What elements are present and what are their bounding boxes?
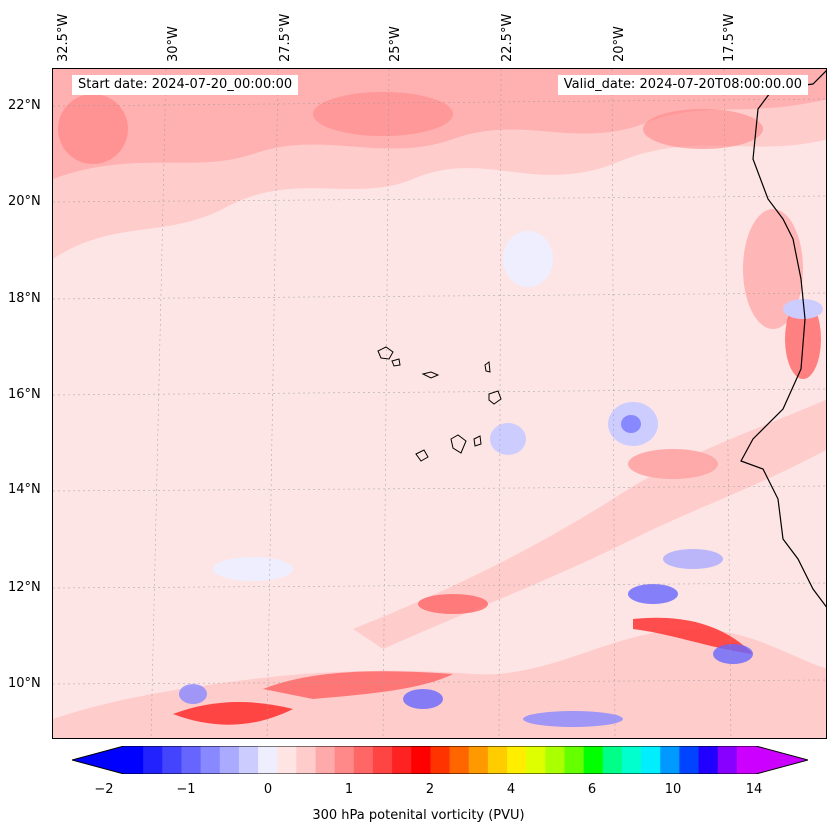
low-pv-patch	[783, 299, 823, 319]
colorbar-segment	[277, 746, 297, 774]
south-low-pv	[523, 711, 623, 727]
colorbar-segment	[526, 746, 546, 774]
low-pv-patch	[621, 415, 641, 433]
cape-verde-islands	[377, 346, 502, 462]
colorbar-segment	[334, 746, 355, 774]
diagonal-pv-blob	[628, 449, 718, 479]
colorbar-segment	[315, 746, 336, 774]
colorbar-segment	[564, 746, 585, 774]
colorbar-segment	[411, 746, 431, 774]
south-low-pv	[713, 644, 753, 664]
vorticity-field	[53, 69, 826, 738]
lon-label-27-5w: 27.5°W	[278, 13, 293, 62]
south-pv-max	[263, 671, 453, 699]
colorbar-segment	[296, 746, 317, 774]
colorbar-segment	[392, 746, 412, 774]
colorbar-tick: 4	[506, 782, 516, 797]
low-pv-patch	[213, 557, 293, 581]
lon-label-30w: 30°W	[166, 26, 181, 62]
colorbar-tick: 10	[664, 782, 682, 797]
colorbar-tick: −1	[176, 782, 196, 797]
south-low-pv	[403, 689, 443, 709]
lon-label-32-5w: 32.5°W	[56, 13, 71, 62]
colorbar-segment	[181, 746, 202, 774]
south-low-pv	[663, 549, 723, 569]
colorbar-segment	[698, 746, 719, 774]
south-pv-max	[173, 702, 293, 725]
low-pv-patch	[490, 423, 526, 455]
valid-date-label: Valid_date: 2024-07-20T08:00:00.00	[557, 75, 808, 95]
colorbar-svg	[70, 745, 810, 775]
colorbar-segment	[258, 746, 278, 774]
lat-label-20n: 20°N	[8, 194, 41, 209]
east-pv-blob	[743, 209, 803, 329]
lat-label-18n: 18°N	[8, 291, 41, 306]
colorbar-segment	[621, 746, 642, 774]
colorbar-segment	[200, 746, 221, 774]
colorbar-tick: 6	[587, 782, 597, 797]
colorbar-segment	[449, 746, 470, 774]
south-pv-max	[633, 617, 753, 654]
north-pv-blob	[313, 92, 453, 136]
colorbar-segment	[545, 746, 565, 774]
colorbar-segment	[583, 746, 604, 774]
colorbar-segment	[717, 746, 738, 774]
colorbar-over-extend	[756, 746, 808, 774]
graticule	[53, 69, 826, 738]
colorbar-segment	[487, 746, 508, 774]
lon-label-17-5w: 17.5°W	[722, 13, 737, 62]
colorbar-segment	[602, 746, 623, 774]
colorbar-tick: 14	[745, 782, 763, 797]
lat-label-12n: 12°N	[8, 580, 41, 595]
north-pv-blob	[58, 94, 128, 164]
colorbar-segment	[143, 746, 163, 774]
colorbar-segment	[124, 746, 144, 774]
coastline	[740, 70, 826, 608]
lon-label-22-5w: 22.5°W	[500, 13, 515, 62]
colorbar-segment	[162, 746, 182, 774]
colorbar-under-extend	[72, 746, 124, 774]
colorbar-segment	[641, 746, 661, 774]
colorbar-segment	[679, 746, 700, 774]
colorbar-tick: −2	[94, 782, 114, 797]
south-low-pv	[628, 584, 678, 604]
colorbar-tick: 2	[425, 782, 435, 797]
colorbar-segment	[468, 746, 489, 774]
lat-label-16n: 16°N	[8, 387, 41, 402]
lat-label-14n: 14°N	[8, 482, 41, 497]
colorbar-segment	[736, 746, 757, 774]
colorbar-tick: 0	[263, 782, 273, 797]
lat-label-22n: 22°N	[8, 98, 41, 113]
colorbar-segment	[219, 746, 240, 774]
colorbar-segment	[353, 746, 374, 774]
colorbar-segment	[372, 746, 393, 774]
colorbar-segment	[430, 746, 451, 774]
lon-label-20w: 20°W	[612, 26, 627, 62]
low-pv-patch	[503, 231, 553, 287]
lon-label-25w: 25°W	[388, 26, 403, 62]
colorbar-tick: 1	[344, 782, 354, 797]
colorbar-title: 300 hPa potenital vorticity (PVU)	[312, 808, 525, 823]
south-pv-blob	[418, 594, 488, 614]
start-date-label: Start date: 2024-07-20_00:00:00	[72, 75, 299, 95]
north-pv-blob	[643, 109, 763, 149]
colorbar-segment	[238, 746, 259, 774]
colorbar-segment	[507, 746, 527, 774]
map-panel	[52, 68, 827, 739]
colorbar-segment	[660, 746, 680, 774]
colorbar	[70, 745, 810, 775]
lat-label-10n: 10°N	[8, 676, 41, 691]
south-low-pv	[179, 684, 207, 704]
